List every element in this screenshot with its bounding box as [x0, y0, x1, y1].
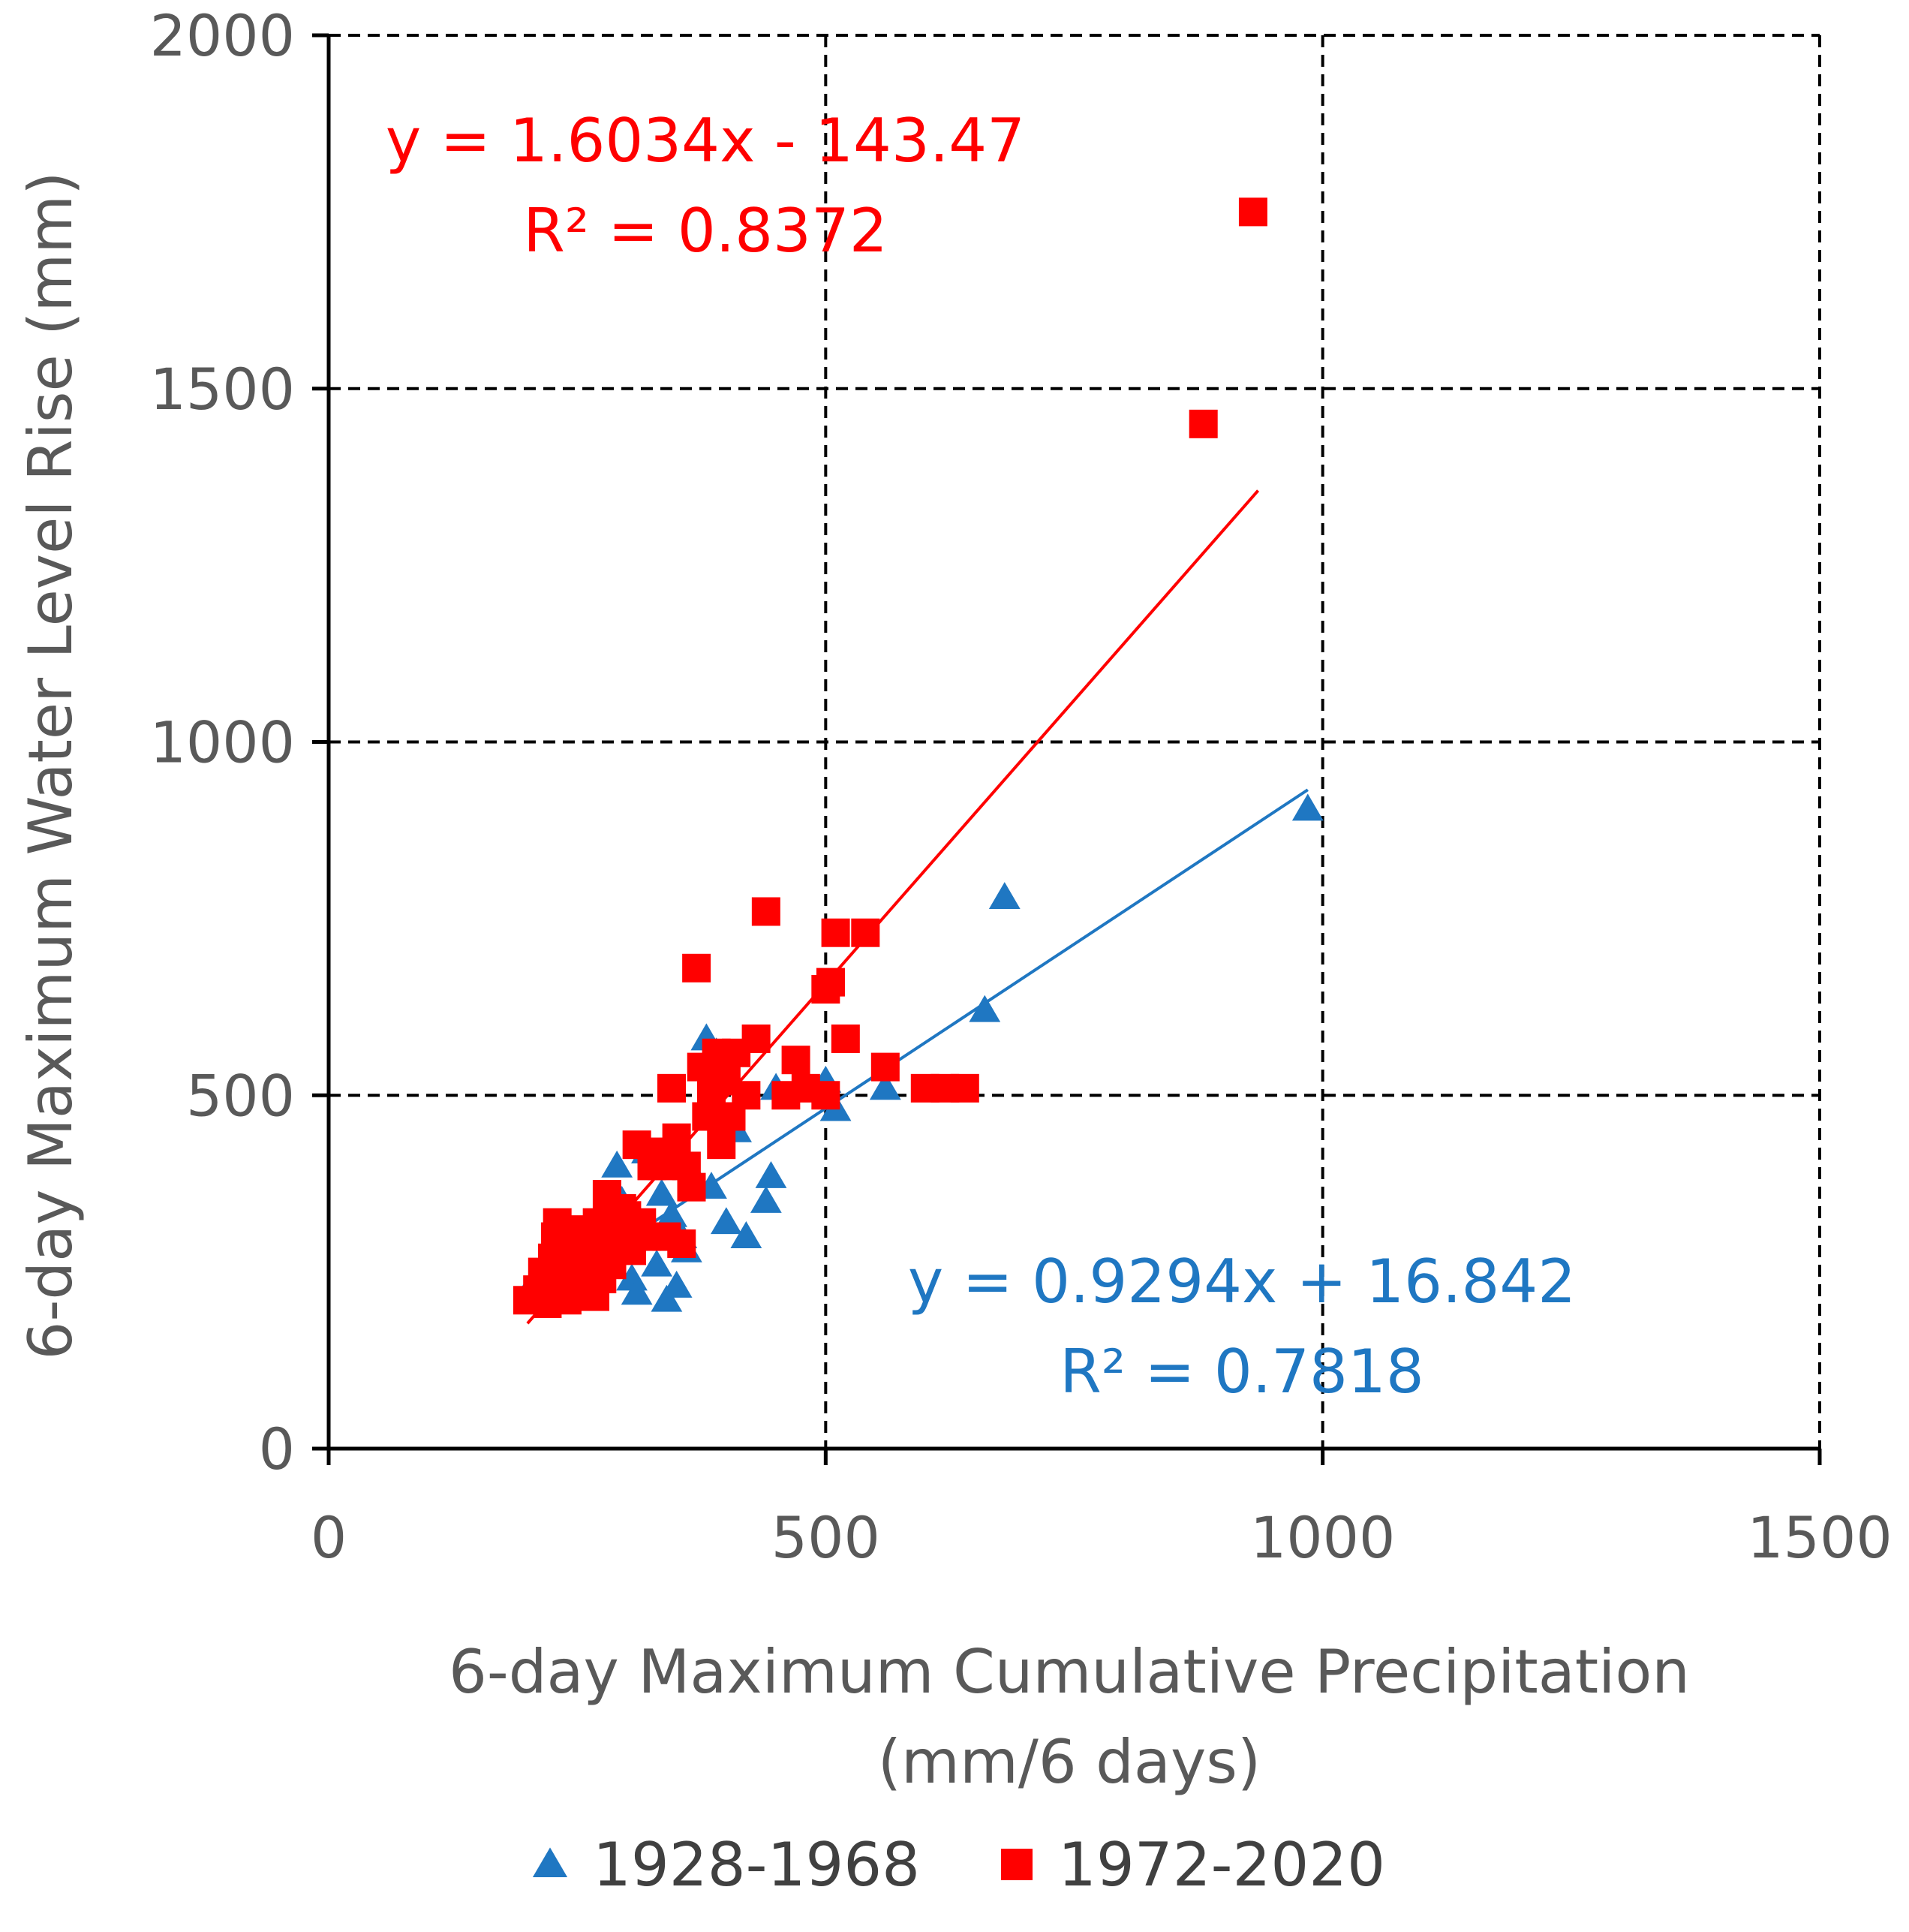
data-point-1928-1968: [710, 1207, 742, 1235]
trendline-1928-1968: [531, 788, 1309, 1304]
trendline-equation-1972-2020: y = 1.6034x - 143.47: [386, 106, 1025, 176]
tick-labels: 0 500 1000 1500 2000 0 500 1000 1500: [150, 2, 1892, 1571]
data-point-1972-2020: [781, 1046, 810, 1075]
data-point-1972-2020: [662, 1123, 691, 1152]
data-points: [513, 197, 1324, 1318]
data-point-1928-1968: [641, 1249, 673, 1277]
legend-label-1928-1968: 1928-1968: [593, 1830, 920, 1900]
data-point-1928-1968: [730, 1221, 762, 1248]
data-point-1928-1968: [969, 995, 1001, 1022]
data-point-1928-1968: [750, 1185, 782, 1213]
data-point-1928-1968: [621, 1277, 653, 1305]
data-point-1928-1968: [1291, 793, 1324, 821]
data-point-1928-1968: [988, 882, 1021, 910]
data-point-1972-2020: [950, 1073, 979, 1103]
gridlines: [329, 34, 1821, 1449]
data-point-1972-2020: [821, 918, 850, 947]
data-point-1972-2020: [1189, 409, 1218, 438]
data-point-1972-2020: [1238, 197, 1267, 227]
data-point-1972-2020: [831, 1024, 860, 1053]
data-point-1928-1968: [645, 1178, 678, 1206]
axes: [312, 33, 1822, 1465]
y-tick-label: 2000: [150, 2, 295, 69]
data-point-1972-2020: [707, 1130, 736, 1160]
data-point-1972-2020: [870, 1052, 900, 1082]
y-tick-label: 0: [259, 1416, 295, 1482]
data-point-1972-2020: [692, 1102, 721, 1131]
x-axis-title: 6-day Maximum Cumulative Precipitation: [449, 1637, 1690, 1707]
y-tick-label: 1500: [150, 356, 295, 423]
data-point-1972-2020: [732, 1081, 761, 1110]
legend-label-1972-2020: 1972-2020: [1058, 1830, 1385, 1900]
x-tick-label: 500: [771, 1504, 880, 1571]
data-point-1972-2020: [647, 1151, 676, 1181]
y-tick-label: 500: [186, 1062, 295, 1129]
data-point-1972-2020: [741, 1024, 771, 1053]
data-point-1928-1968: [660, 1270, 693, 1298]
data-point-1972-2020: [682, 953, 711, 983]
trendline-equation-1928-1968: y = 0.9294x + 16.842: [908, 1247, 1576, 1317]
x-tick-label: 1000: [1250, 1504, 1395, 1571]
data-point-1928-1968: [755, 1161, 787, 1188]
trendlines: [526, 489, 1309, 1325]
trendline-r2-1972-2020: R² = 0.8372: [523, 196, 887, 266]
x-tick-label: 1500: [1747, 1504, 1892, 1571]
data-point-1972-2020: [667, 1229, 696, 1258]
data-point-1928-1968: [651, 1284, 683, 1312]
legend: 1928-1968 1972-2020: [532, 1830, 1385, 1900]
y-axis-title: 6-day Maximum Water Level Rise (mm): [16, 172, 86, 1360]
data-point-1972-2020: [811, 1081, 840, 1110]
legend-marker-1972-2020: [1001, 1849, 1033, 1880]
trendline-1972-2020: [526, 489, 1260, 1325]
legend-marker-1928-1968: [532, 1847, 568, 1878]
data-point-1972-2020: [677, 1172, 706, 1202]
data-point-1928-1968: [656, 1199, 687, 1227]
data-point-1972-2020: [816, 968, 845, 997]
data-point-1972-2020: [851, 918, 880, 947]
x-axis-title-units: (mm/6 days): [878, 1727, 1261, 1797]
data-point-1972-2020: [657, 1073, 687, 1103]
trendline-r2-1928-1968: R² = 0.7818: [1060, 1337, 1423, 1407]
data-point-1928-1968: [869, 1073, 901, 1100]
y-tick-label: 1000: [150, 709, 295, 776]
x-tick-label: 0: [311, 1504, 347, 1571]
data-point-1928-1968: [601, 1150, 633, 1178]
data-point-1972-2020: [751, 897, 780, 926]
